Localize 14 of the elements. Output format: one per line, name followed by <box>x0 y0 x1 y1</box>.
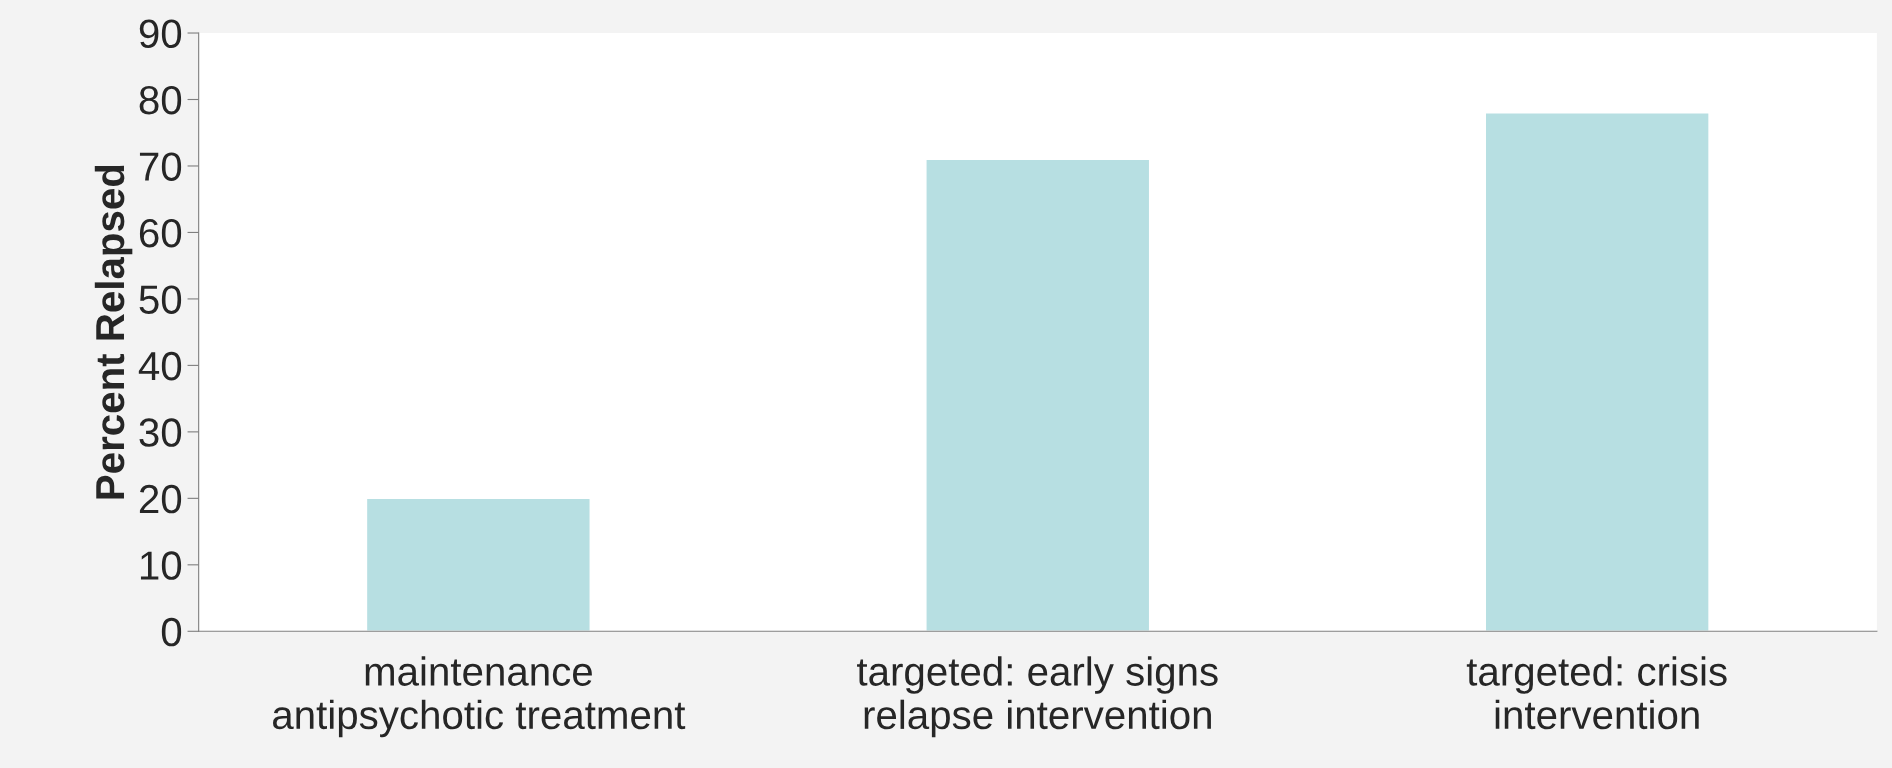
x-tick-label: maintenance antipsychotic treatment <box>273 656 686 738</box>
y-tick-label: 30 <box>139 418 182 447</box>
y-tick-label: 80 <box>139 85 182 115</box>
x-tick-label: targeted: crisis intervention <box>1466 656 1727 730</box>
y-tick-label: 60 <box>139 218 182 248</box>
y-tick-label: 90 <box>139 19 182 49</box>
x-tick-label: targeted: early signs relapse intervention <box>857 656 1218 738</box>
y-tick-label: 50 <box>139 285 182 314</box>
y-tick-label: 40 <box>138 351 182 381</box>
y-tick-label: 70 <box>139 152 182 181</box>
y-tick-label: 0 <box>161 617 182 647</box>
y-tick-label: 10 <box>140 551 182 580</box>
y-axis-title: Percent Relapsed <box>94 165 133 499</box>
y-tick-label: 20 <box>139 484 182 514</box>
